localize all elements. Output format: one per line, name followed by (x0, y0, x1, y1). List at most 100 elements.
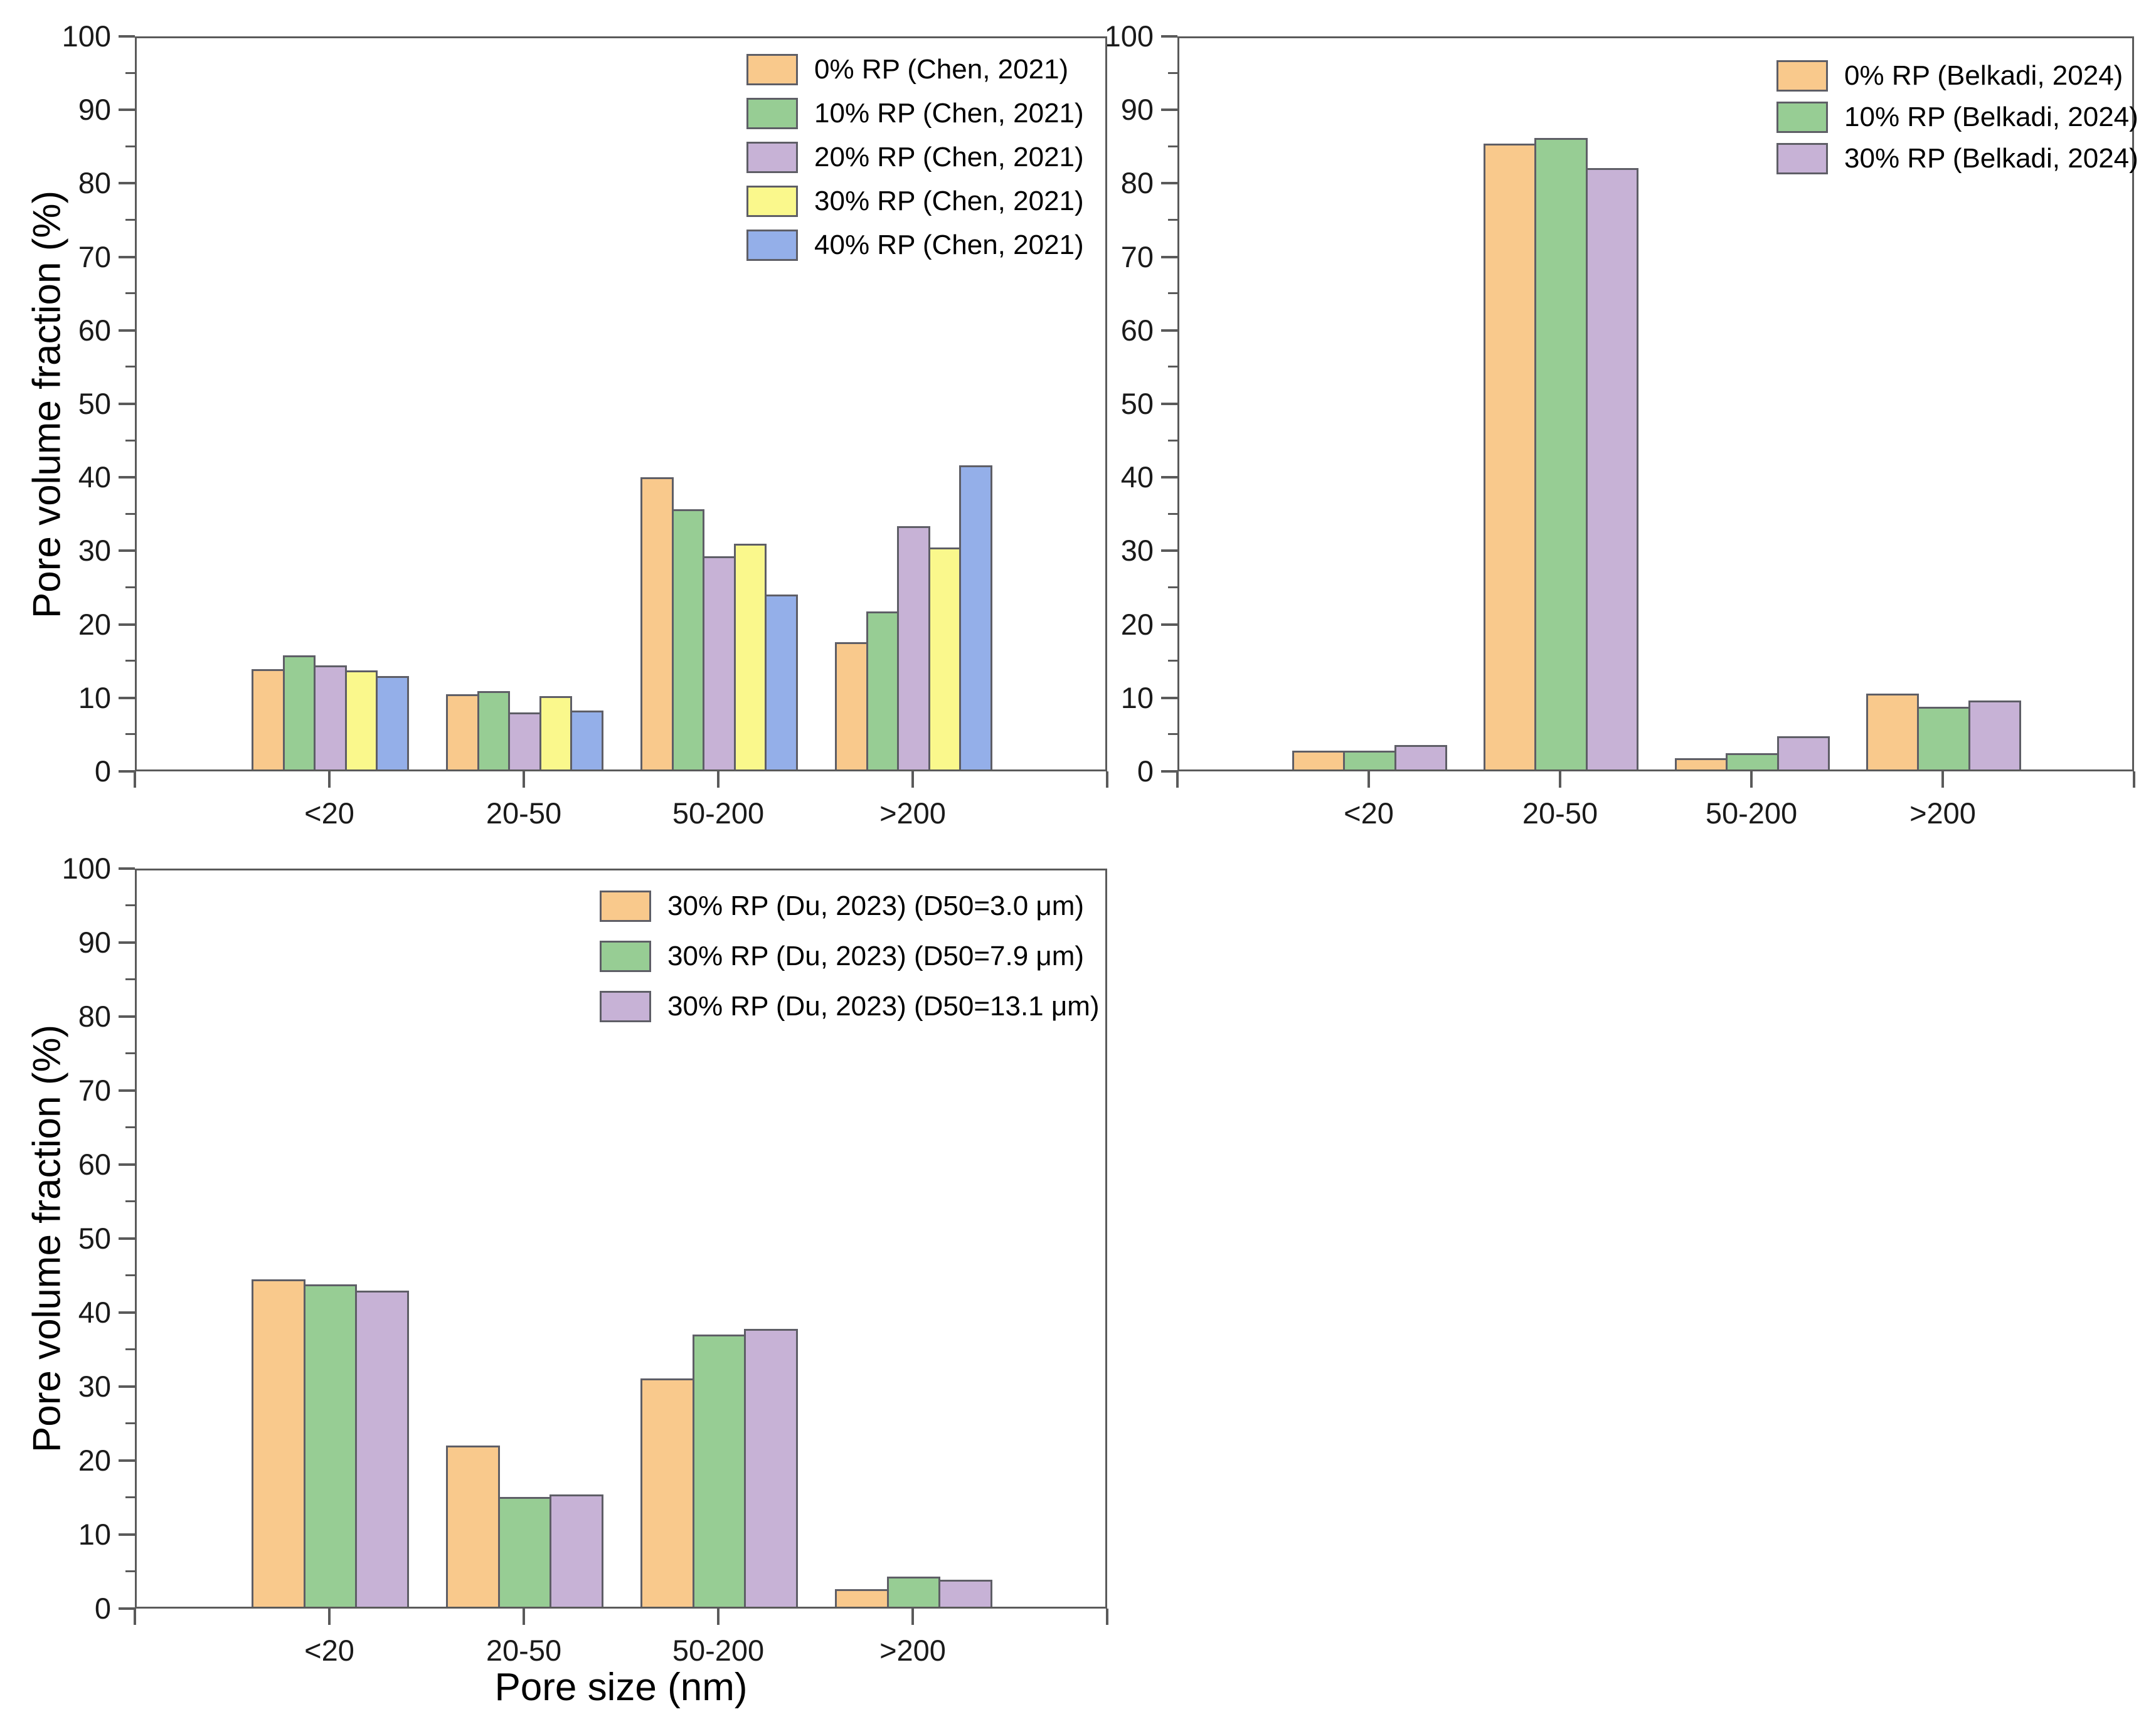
y-minor-tick (125, 904, 135, 906)
y-tick-label: 90 (78, 93, 111, 127)
y-major-tick (119, 1459, 135, 1462)
bar (539, 696, 573, 771)
y-minor-tick (1168, 292, 1177, 295)
bar (744, 1328, 798, 1609)
legend-swatch (746, 98, 798, 129)
legend-label: 30% RP (Du, 2023) (D50=13.1 μm) (667, 991, 1100, 1022)
y-minor-tick (125, 145, 135, 147)
y-tick-label: 40 (78, 1296, 111, 1329)
y-tick-label: 100 (61, 19, 111, 53)
bar (1968, 701, 2021, 771)
y-minor-tick (125, 1496, 135, 1498)
legend-item: 30% RP (Belkadi, 2024) (1776, 143, 2138, 174)
bar (640, 1378, 694, 1609)
y-major-tick (1161, 770, 1177, 773)
y-tick-label: 60 (78, 313, 111, 347)
y-minor-tick (1168, 660, 1177, 662)
y-major-tick (119, 1237, 135, 1240)
x-category-label: 20-50 (486, 1634, 562, 1667)
y-major-tick (1161, 255, 1177, 258)
x-tick (1941, 771, 1944, 788)
legend-label: 20% RP (Chen, 2021) (814, 142, 1084, 172)
bar (640, 477, 674, 771)
y-minor-tick (125, 439, 135, 442)
x-tick (328, 1609, 331, 1625)
y-tick-label: 60 (1120, 313, 1154, 347)
legend-swatch (746, 142, 798, 173)
y-major-tick (119, 1607, 135, 1610)
y-minor-tick (125, 660, 135, 662)
y-major-tick (119, 35, 135, 38)
y-minor-tick (125, 733, 135, 736)
legend-label: 30% RP (Du, 2023) (D50=7.9 μm) (667, 941, 1085, 971)
y-major-tick (119, 1015, 135, 1018)
y-minor-tick (125, 1422, 135, 1424)
y-tick-label: 10 (1120, 680, 1154, 714)
y-major-tick (1161, 476, 1177, 479)
legend-item: 0% RP (Belkadi, 2024) (1776, 60, 2138, 92)
y-tick-label: 0 (94, 754, 111, 788)
bar (446, 1446, 500, 1609)
legend-swatch (1776, 143, 1828, 174)
y-minor-tick (125, 1052, 135, 1054)
bar (1726, 753, 1779, 771)
x-category-label: 20-50 (486, 796, 562, 830)
x-axis-title: Pore size (nm) (494, 1666, 748, 1709)
bar (303, 1284, 358, 1609)
bar (344, 670, 378, 771)
y-minor-tick (125, 512, 135, 515)
bar (1534, 137, 1588, 771)
y-major-tick (119, 403, 135, 405)
legend-item: 10% RP (Belkadi, 2024) (1776, 102, 2138, 133)
x-category-label: 20-50 (1522, 796, 1598, 830)
y-tick-label: 60 (78, 1148, 111, 1181)
y-minor-tick (125, 366, 135, 368)
legend-swatch (1776, 60, 1828, 92)
y-minor-tick (125, 1570, 135, 1572)
y-tick-label: 90 (1120, 93, 1154, 127)
legend-label: 30% RP (Du, 2023) (D50=3.0 μm) (667, 891, 1085, 921)
y-major-tick (119, 549, 135, 553)
legend-item: 40% RP (Chen, 2021) (746, 230, 1084, 261)
y-minor-tick (1168, 366, 1177, 368)
bar (252, 1279, 305, 1609)
bar (866, 611, 900, 771)
y-major-tick (1161, 329, 1177, 332)
bar (1484, 144, 1537, 771)
x-category-label: <20 (1344, 796, 1394, 830)
legend-label: 10% RP (Chen, 2021) (814, 98, 1084, 129)
x-tick (328, 771, 331, 788)
y-minor-tick (125, 978, 135, 980)
x-category-label: 50-200 (1705, 796, 1798, 830)
bar (1343, 751, 1396, 771)
legend-label: 0% RP (Chen, 2021) (814, 54, 1069, 85)
bar (550, 1494, 603, 1609)
x-category-label: 50-200 (672, 1634, 765, 1667)
y-minor-tick (125, 1126, 135, 1128)
y-tick-label: 100 (61, 852, 111, 885)
bar (314, 665, 347, 771)
y-minor-tick (125, 219, 135, 221)
legend-item: 30% RP (Chen, 2021) (746, 186, 1084, 217)
legend: 30% RP (Du, 2023) (D50=3.0 μm) 30% RP (Du… (600, 891, 1100, 1022)
legend-item: 0% RP (Chen, 2021) (746, 54, 1084, 85)
y-major-tick (119, 255, 135, 258)
bar (252, 669, 285, 771)
bar (1917, 706, 1970, 771)
y-major-tick (119, 1311, 135, 1314)
y-major-tick (1161, 35, 1177, 38)
y-minor-tick (125, 1200, 135, 1202)
bar (508, 712, 541, 771)
bar (1866, 693, 1920, 771)
legend: 0% RP (Chen, 2021) 10% RP (Chen, 2021) 20%… (746, 54, 1084, 261)
x-tick (911, 1609, 914, 1625)
y-minor-tick (125, 292, 135, 295)
y-major-tick (119, 1533, 135, 1536)
bar (928, 547, 962, 771)
x-tick (2133, 771, 2135, 788)
y-tick-label: 0 (94, 1592, 111, 1625)
bar (1776, 736, 1830, 771)
legend-item: 30% RP (Du, 2023) (D50=13.1 μm) (600, 991, 1100, 1022)
bar (282, 655, 316, 771)
bar (1585, 167, 1638, 771)
